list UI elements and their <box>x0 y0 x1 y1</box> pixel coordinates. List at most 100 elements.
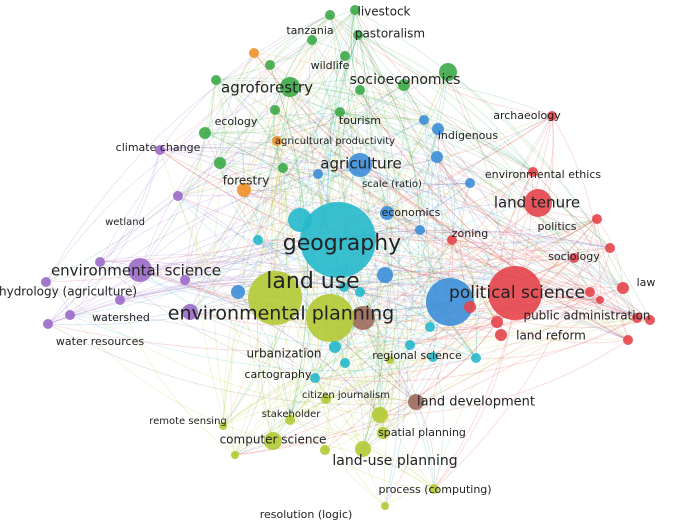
node <box>278 163 288 173</box>
edge <box>382 359 393 434</box>
edge <box>184 173 319 281</box>
edge <box>386 212 624 289</box>
edge <box>159 149 611 251</box>
edge <box>219 162 477 359</box>
node <box>432 123 444 135</box>
node-label: climate change <box>116 141 201 154</box>
edge <box>177 162 361 197</box>
edge <box>359 164 471 186</box>
edge <box>69 236 453 316</box>
node <box>524 189 552 217</box>
edge <box>359 89 389 214</box>
edge <box>270 109 327 400</box>
edge <box>222 344 411 427</box>
edge <box>253 52 271 241</box>
edge <box>119 219 301 301</box>
node-label: environmental science <box>51 262 221 280</box>
edge <box>350 9 361 91</box>
edge <box>475 115 553 359</box>
node <box>465 178 475 188</box>
node <box>447 235 457 245</box>
edge <box>222 9 356 427</box>
edge <box>269 64 638 319</box>
edge <box>276 140 516 294</box>
edge <box>532 171 629 341</box>
node <box>306 294 354 342</box>
edge <box>384 218 598 276</box>
edge <box>359 291 477 359</box>
edge <box>222 321 498 427</box>
node-label: tanzania <box>286 24 333 37</box>
edge <box>189 84 405 313</box>
edge <box>274 115 553 299</box>
edge <box>276 140 498 323</box>
edge <box>379 321 498 416</box>
edge <box>314 218 598 379</box>
node-label: politics <box>538 220 577 233</box>
edge <box>359 89 629 341</box>
edge <box>215 79 225 164</box>
edge <box>289 86 534 173</box>
edge <box>359 291 477 359</box>
edge <box>386 128 439 214</box>
edge <box>339 111 388 214</box>
node <box>632 313 642 323</box>
edge <box>596 218 624 289</box>
node <box>623 335 633 345</box>
edge <box>45 86 291 283</box>
edge <box>69 219 301 316</box>
node <box>340 51 350 61</box>
edge <box>269 14 331 66</box>
edge <box>384 241 611 276</box>
node <box>381 502 389 510</box>
edge <box>429 321 498 331</box>
node <box>377 267 393 283</box>
node <box>405 340 415 350</box>
edge <box>204 84 405 134</box>
edge <box>314 344 411 379</box>
node <box>285 415 295 425</box>
node <box>310 373 320 383</box>
node <box>596 296 604 304</box>
node <box>491 316 503 328</box>
node <box>617 282 629 294</box>
edge <box>311 39 624 289</box>
edge <box>325 218 598 400</box>
node <box>355 85 365 95</box>
edge <box>389 119 430 361</box>
edge <box>256 86 291 241</box>
edge <box>47 279 345 325</box>
node <box>339 282 349 292</box>
edge <box>243 173 319 191</box>
node-label: archaeology <box>493 109 561 122</box>
node-label: indigenous <box>438 129 498 142</box>
node-label: economics <box>382 206 441 219</box>
edge <box>234 317 638 456</box>
node <box>419 115 429 125</box>
edge <box>433 257 575 490</box>
edge <box>69 314 274 442</box>
edge <box>329 14 591 293</box>
node-label: zoning <box>452 227 489 240</box>
edge <box>69 314 477 372</box>
edge <box>317 173 651 321</box>
edge <box>243 55 346 191</box>
edge <box>159 147 284 169</box>
node <box>211 75 221 85</box>
edge <box>343 239 453 288</box>
node-label: remote sensing <box>149 416 227 427</box>
edge <box>436 156 598 220</box>
edge <box>184 229 611 281</box>
edge <box>314 71 449 379</box>
edge <box>289 338 629 421</box>
node <box>353 30 363 40</box>
edge <box>362 448 435 490</box>
edge <box>274 270 591 299</box>
edge <box>274 14 331 111</box>
edge <box>184 64 271 281</box>
edge <box>359 164 431 328</box>
edge <box>274 171 534 299</box>
edge <box>237 9 356 293</box>
node <box>585 287 595 297</box>
edge <box>213 52 255 456</box>
